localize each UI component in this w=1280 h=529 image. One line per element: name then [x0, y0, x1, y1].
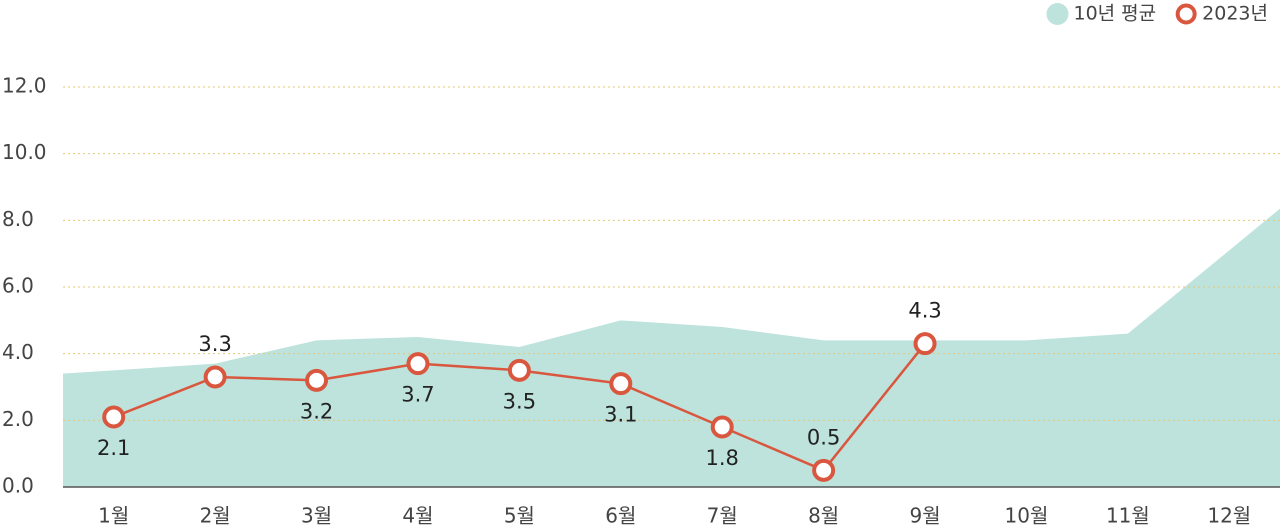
y-tick-label: 12.0: [2, 74, 47, 98]
value-label: 4.3: [908, 299, 941, 323]
value-label: 2.1: [97, 436, 130, 460]
y-tick-label: 2.0: [2, 407, 34, 431]
y-tick-label: 0.0: [2, 474, 34, 498]
grid-layer: [63, 86, 1280, 488]
point: [203, 365, 227, 389]
x-tick-label: 12월: [1207, 504, 1251, 528]
y-tick-label: 4.0: [2, 340, 34, 364]
point: [305, 368, 329, 392]
legend-swatch: [1175, 3, 1197, 25]
y-tick-label: 8.0: [2, 207, 34, 231]
value-label: 3.5: [503, 389, 536, 413]
value-label: 3.7: [401, 383, 434, 407]
x-tick-label: 5월: [504, 504, 535, 528]
x-tick-label: 10월: [1005, 504, 1049, 528]
x-tick-label: 2월: [200, 504, 231, 528]
point: [406, 352, 430, 376]
y-tick-label: 6.0: [2, 274, 34, 298]
legend-label: 2023년: [1202, 3, 1268, 25]
value-label: 3.1: [604, 403, 637, 427]
area: [63, 208, 1280, 487]
legend-label: 10년 평균: [1073, 3, 1156, 25]
point: [913, 332, 937, 356]
point: [507, 358, 531, 382]
x-tick-label: 11월: [1106, 504, 1150, 528]
x-tick-label: 7월: [707, 504, 738, 528]
x-tick-label: 6월: [605, 504, 636, 528]
point: [812, 458, 836, 482]
value-label: 0.5: [807, 425, 840, 449]
value-label: 3.2: [300, 399, 333, 423]
area-layer: [63, 208, 1280, 487]
point: [102, 405, 126, 429]
x-tick-label: 1월: [98, 504, 129, 528]
value-label: 3.3: [198, 332, 231, 356]
value-label: 1.8: [706, 446, 739, 470]
point: [609, 372, 633, 396]
x-tick-label: 9월: [909, 504, 940, 528]
legend-swatch: [1046, 3, 1069, 25]
x-tick-label: 8월: [808, 504, 839, 528]
point: [710, 415, 734, 439]
y-tick-label: 10.0: [2, 140, 47, 164]
x-tick-label: 3월: [301, 504, 332, 528]
x-tick-label: 4월: [402, 504, 433, 528]
